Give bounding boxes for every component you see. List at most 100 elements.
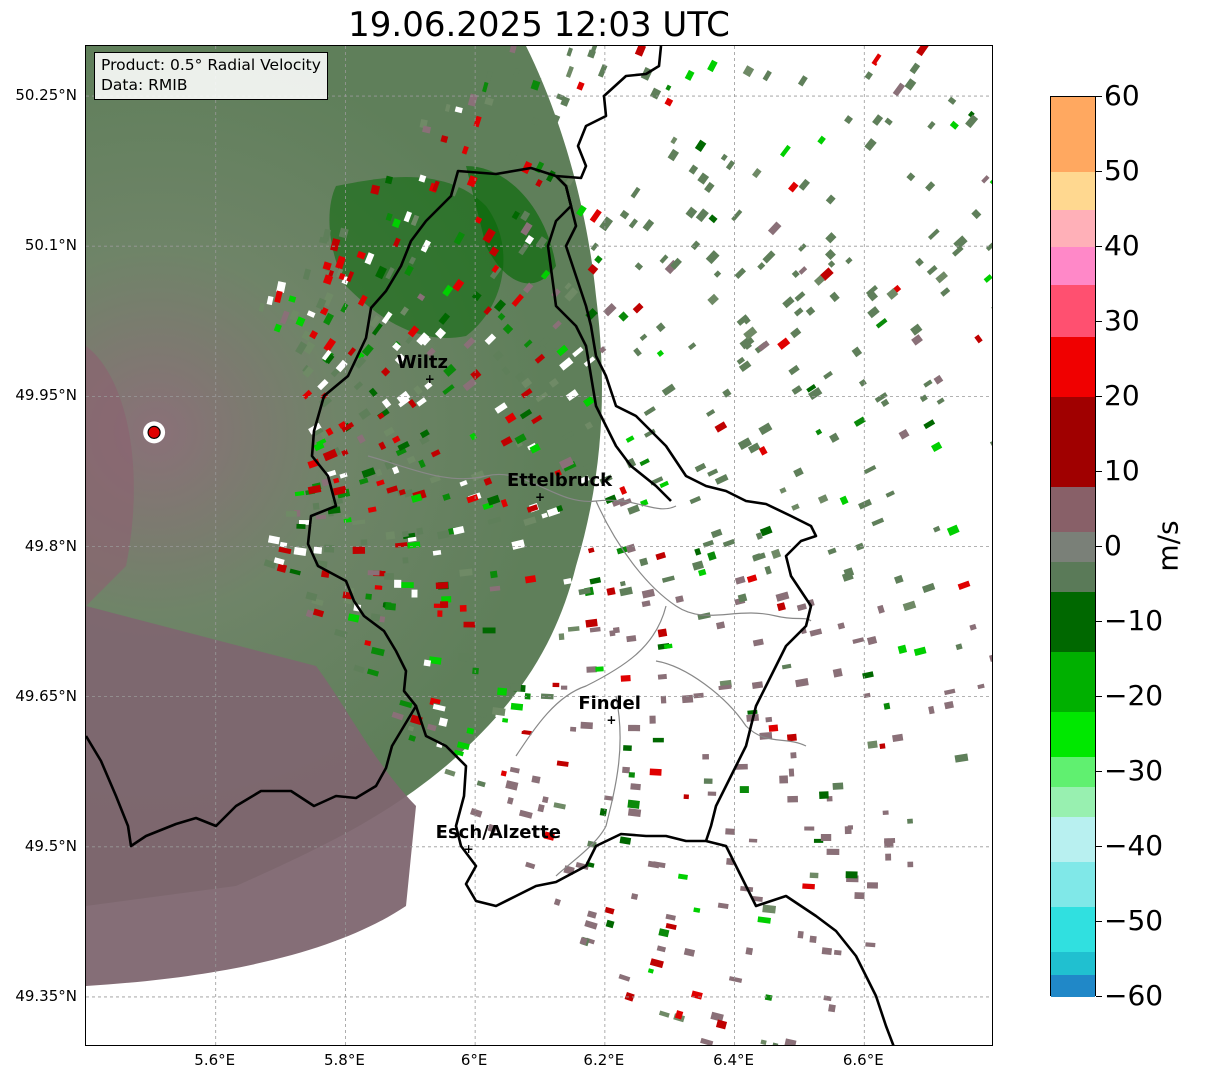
velocity-gate bbox=[625, 435, 635, 443]
velocity-gate bbox=[385, 212, 393, 222]
velocity-gate bbox=[560, 685, 568, 690]
velocity-gate bbox=[273, 557, 285, 566]
velocity-gate bbox=[768, 724, 779, 732]
velocity-gate bbox=[535, 391, 549, 403]
velocity-gate bbox=[294, 490, 305, 497]
velocity-gate bbox=[777, 337, 791, 350]
velocity-gate bbox=[501, 366, 511, 376]
velocity-gate bbox=[804, 826, 815, 831]
velocity-gate bbox=[442, 284, 454, 297]
velocity-gate bbox=[419, 429, 430, 439]
map-title: 19.06.2025 12:03 UTC bbox=[348, 5, 730, 45]
velocity-gate bbox=[805, 306, 816, 316]
velocity-gate bbox=[862, 671, 874, 679]
velocity-gate bbox=[572, 346, 584, 358]
velocity-gate bbox=[552, 320, 562, 330]
velocity-gate bbox=[782, 296, 795, 309]
velocity-gate bbox=[267, 535, 281, 545]
velocity-gate bbox=[285, 511, 297, 517]
velocity-gate bbox=[482, 228, 496, 244]
colorbar-tick-label: −20 bbox=[1104, 679, 1164, 712]
velocity-gate bbox=[655, 322, 666, 333]
velocity-gate bbox=[313, 427, 324, 437]
velocity-gate bbox=[630, 186, 641, 199]
velocity-gate bbox=[408, 734, 417, 742]
velocity-gate bbox=[809, 935, 817, 943]
colorbar-segment bbox=[1051, 97, 1095, 172]
velocity-gate bbox=[647, 530, 661, 542]
velocity-gate bbox=[356, 250, 366, 260]
radar-map-canvas bbox=[86, 46, 992, 1045]
velocity-gate bbox=[693, 692, 704, 699]
velocity-gate bbox=[867, 290, 879, 302]
velocity-gate bbox=[489, 570, 498, 579]
colorbar-segment bbox=[1051, 487, 1095, 532]
velocity-gate bbox=[759, 525, 773, 537]
colorbar-tick-label: 0 bbox=[1104, 529, 1122, 562]
velocity-gate bbox=[396, 390, 411, 404]
velocity-gate bbox=[325, 427, 334, 436]
velocity-gate bbox=[855, 542, 865, 551]
velocity-gate bbox=[521, 729, 532, 736]
velocity-gate bbox=[384, 602, 397, 611]
velocity-gate bbox=[871, 53, 883, 66]
velocity-gate bbox=[322, 261, 332, 271]
velocity-gate bbox=[751, 681, 764, 689]
velocity-gate bbox=[407, 536, 417, 542]
velocity-gate bbox=[971, 209, 982, 220]
velocity-gate bbox=[531, 414, 543, 425]
velocity-gate bbox=[684, 69, 695, 81]
velocity-gate bbox=[974, 334, 983, 344]
velocity-gate bbox=[819, 267, 834, 282]
velocity-gate bbox=[315, 297, 327, 310]
velocity-gate bbox=[628, 218, 638, 229]
velocity-gates bbox=[258, 46, 992, 1045]
velocity-gate bbox=[487, 516, 502, 525]
velocity-gate bbox=[384, 175, 393, 185]
radar-map[interactable] bbox=[85, 45, 993, 1046]
velocity-gate bbox=[391, 218, 401, 229]
velocity-gate bbox=[688, 164, 699, 175]
velocity-gate bbox=[985, 240, 992, 252]
velocity-gate bbox=[258, 302, 265, 312]
velocity-gate bbox=[722, 538, 736, 548]
velocity-gate bbox=[593, 501, 605, 512]
velocity-gate bbox=[717, 902, 729, 910]
city-marker-icon: + bbox=[535, 490, 546, 505]
velocity-gate bbox=[289, 309, 300, 321]
velocity-gate bbox=[690, 990, 703, 1000]
velocity-gate bbox=[637, 875, 648, 883]
velocity-gate bbox=[648, 747, 659, 754]
velocity-gate bbox=[902, 600, 917, 612]
velocity-gate bbox=[619, 836, 632, 845]
colorbar-segment bbox=[1051, 562, 1095, 592]
velocity-gate bbox=[634, 46, 647, 57]
velocity-gate bbox=[429, 474, 441, 484]
colorbar-tick-mark bbox=[1096, 921, 1102, 922]
velocity-gate bbox=[991, 300, 992, 314]
radar-site-marker[interactable] bbox=[143, 421, 166, 444]
velocity-gate bbox=[352, 546, 366, 554]
velocity-gate bbox=[771, 1042, 779, 1045]
velocity-gate bbox=[442, 493, 451, 501]
velocity-gate bbox=[944, 700, 954, 710]
velocity-gate bbox=[513, 67, 520, 77]
velocity-gate bbox=[747, 442, 761, 454]
velocity-gate bbox=[865, 942, 876, 948]
colorbar-tick-mark bbox=[1096, 321, 1102, 322]
velocity-gate bbox=[692, 560, 704, 571]
velocity-gate bbox=[952, 245, 964, 257]
velocity-gate bbox=[897, 644, 908, 654]
velocity-gate bbox=[554, 469, 562, 477]
velocity-gate bbox=[521, 377, 533, 389]
velocity-gate bbox=[520, 222, 533, 236]
velocity-gate bbox=[751, 168, 762, 179]
velocity-gate bbox=[670, 136, 678, 145]
velocity-gate bbox=[904, 78, 917, 91]
velocity-gate bbox=[907, 818, 913, 824]
radar-site-dot[interactable] bbox=[147, 425, 161, 439]
velocity-gate bbox=[851, 346, 863, 358]
velocity-gate bbox=[263, 559, 277, 569]
lon-tick-label: 5.6°E bbox=[194, 1051, 236, 1069]
velocity-gate bbox=[983, 274, 992, 283]
